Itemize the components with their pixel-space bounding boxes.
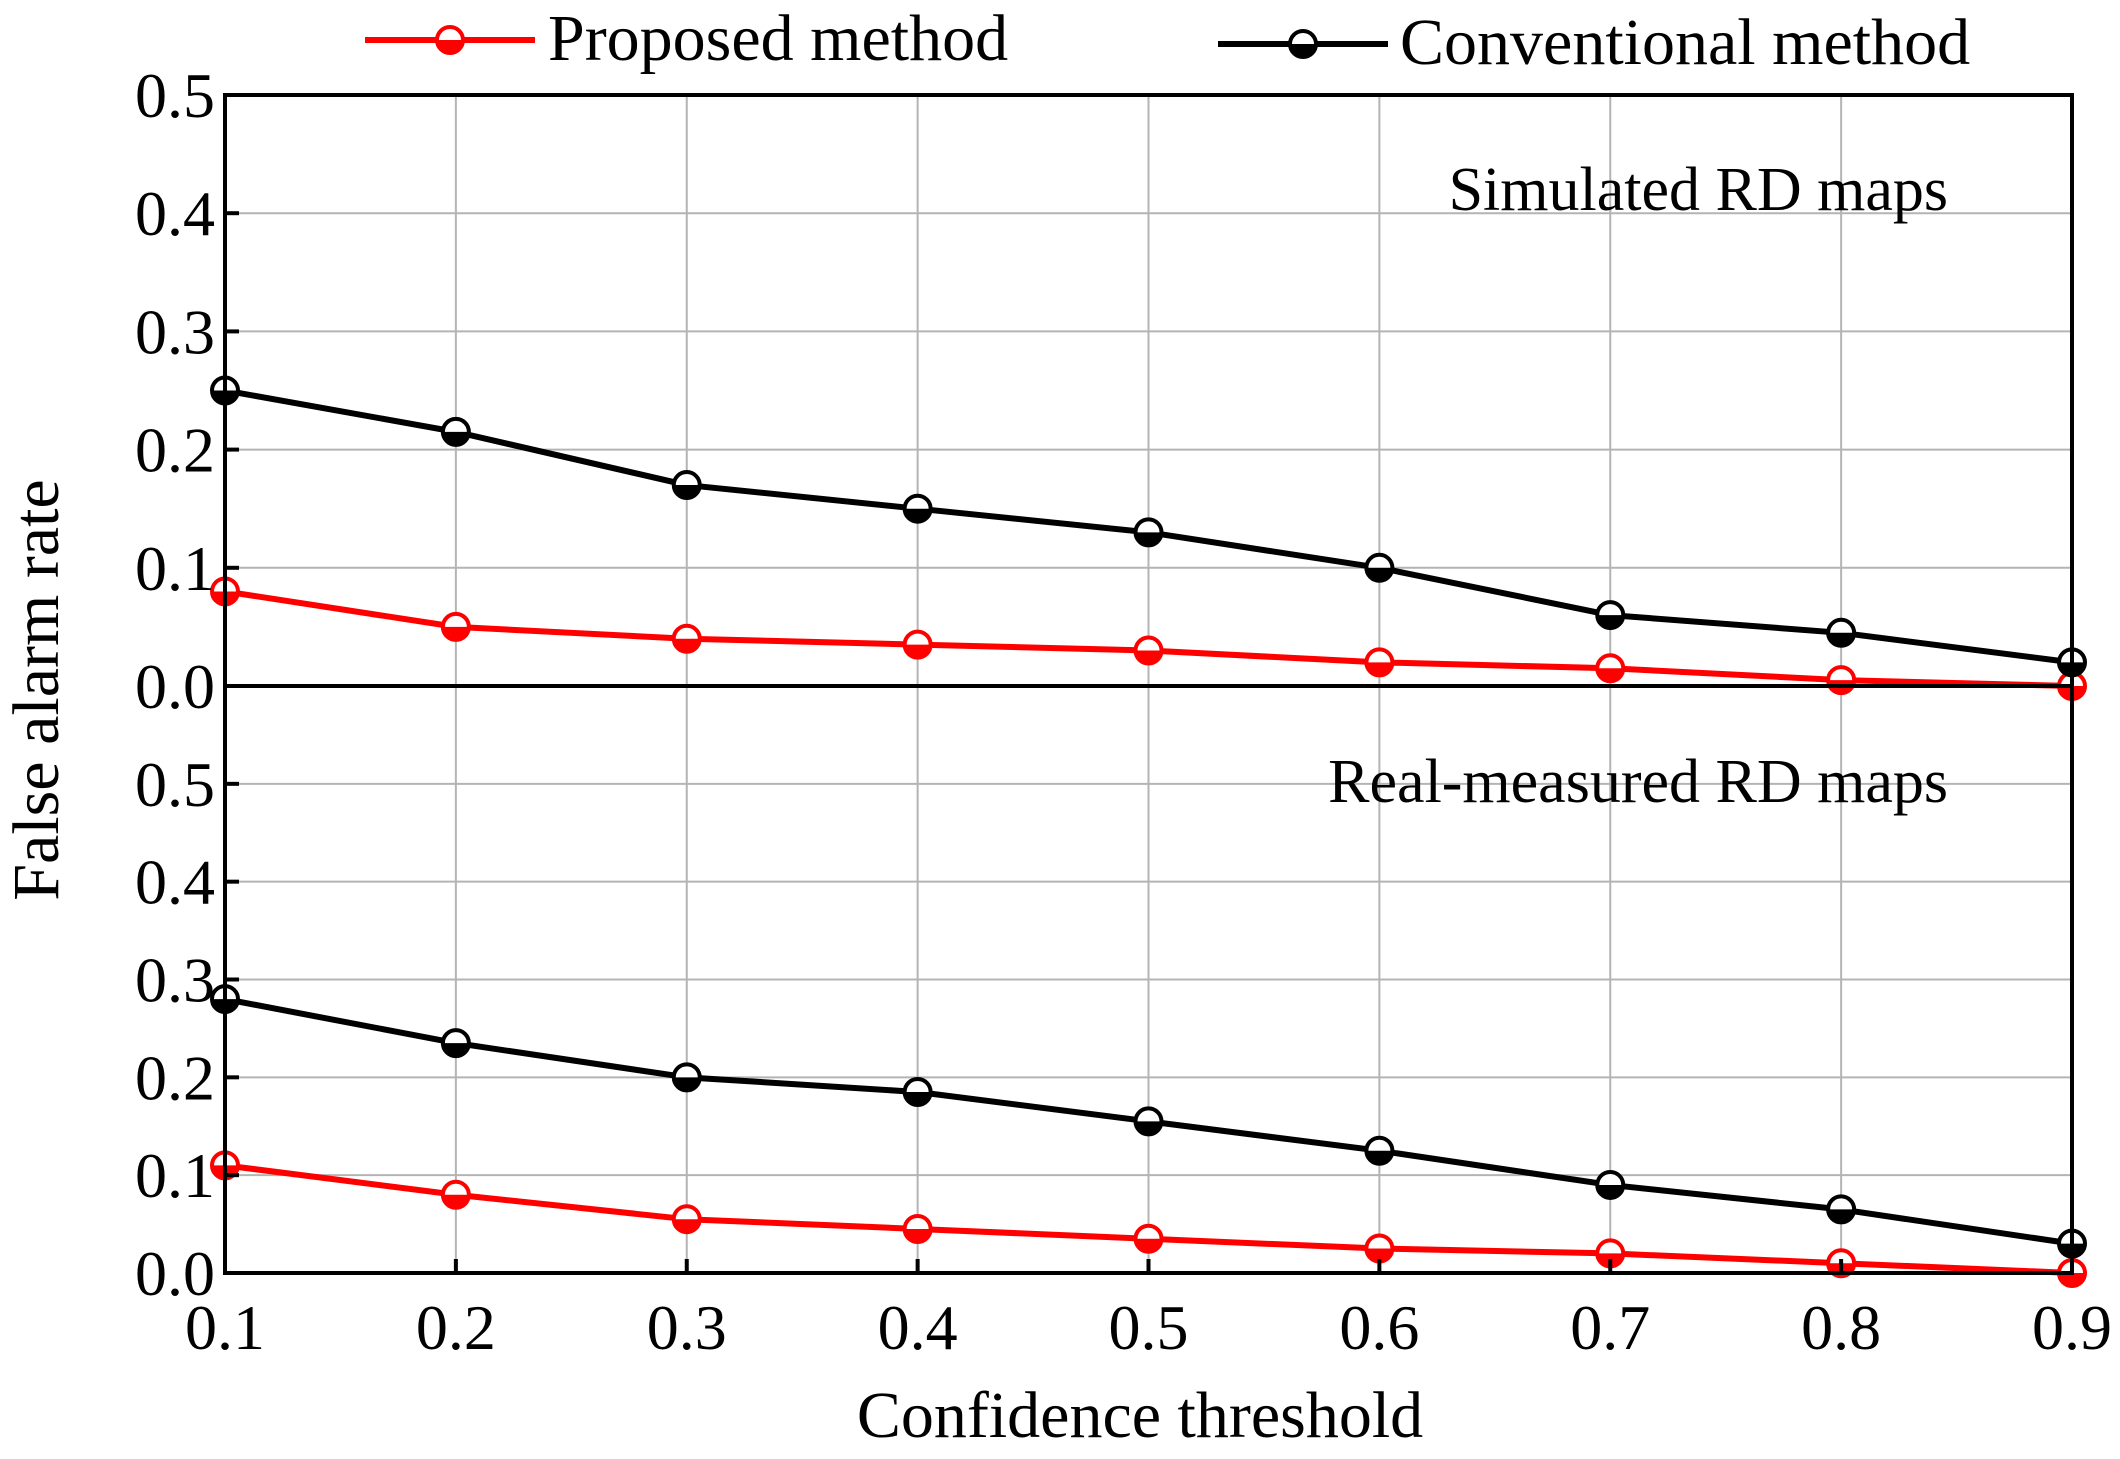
data-point-proposed — [671, 623, 702, 654]
legend-item-conventional: Conventional method — [1218, 6, 1970, 79]
data-point-proposed — [440, 611, 471, 642]
y-tick-label: 0.2 — [135, 415, 215, 486]
legend-proposed-label: Proposed method — [548, 2, 1008, 75]
annotation-simulated: Simulated RD maps — [1449, 156, 1948, 224]
grid — [225, 95, 2072, 1273]
data-point-conventional — [1826, 1194, 1857, 1225]
data-point-conventional — [440, 416, 471, 447]
data-point-conventional — [671, 1062, 702, 1093]
legend-conventional-marker — [1288, 29, 1318, 59]
y-tick-label: 0.5 — [135, 749, 215, 820]
y-tick-label: 0.2 — [135, 1042, 215, 1113]
x-tick-label: 0.1 — [185, 1292, 265, 1363]
data-point-conventional — [1364, 1135, 1395, 1166]
data-point-proposed — [440, 1179, 471, 1210]
x-tick-label: 0.9 — [2032, 1292, 2112, 1363]
x-tick-label: 0.6 — [1339, 1292, 1419, 1363]
data-point-proposed — [902, 1213, 933, 1244]
data-point-conventional — [902, 493, 933, 524]
data-point-conventional — [1826, 617, 1857, 648]
data-point-proposed — [1364, 1233, 1395, 1264]
y-tick-label: 0.0 — [135, 651, 215, 722]
annotation-real-measured: Real-measured RD maps — [1328, 748, 1948, 816]
x-tick-label: 0.8 — [1801, 1292, 1881, 1363]
x-tick-label: 0.3 — [647, 1292, 727, 1363]
data-point-proposed — [1133, 1223, 1164, 1254]
series — [210, 375, 2087, 1288]
data-point-conventional — [1595, 1169, 1626, 1200]
data-point-proposed — [1364, 647, 1395, 678]
data-point-proposed — [671, 1204, 702, 1235]
y-tick-label: 0.5 — [135, 60, 215, 131]
x-tick-label: 0.7 — [1570, 1292, 1650, 1363]
data-point-conventional — [1364, 552, 1395, 583]
data-point-conventional — [1133, 1106, 1164, 1137]
data-point-conventional — [671, 470, 702, 501]
y-tick-label: 0.1 — [135, 1140, 215, 1211]
legend-proposed-marker — [435, 25, 465, 55]
data-point-conventional — [440, 1028, 471, 1059]
data-point-conventional — [1133, 517, 1164, 548]
y-tick-label: 0.0 — [135, 1238, 215, 1309]
legend-conventional-label: Conventional method — [1400, 6, 1970, 79]
x-tick-label: 0.5 — [1109, 1292, 1189, 1363]
axis-ticks: 0.00.10.20.30.40.50.00.10.20.30.40.50.1 0… — [135, 60, 2112, 1363]
y-tick-label: 0.4 — [135, 847, 215, 918]
data-point-proposed — [2057, 1258, 2087, 1288]
y-tick-label: 0.4 — [135, 178, 215, 249]
data-point-proposed — [902, 629, 933, 660]
x-tick-label: 0.2 — [416, 1292, 496, 1363]
legend: Proposed method Conventional method — [365, 2, 1970, 79]
data-point-proposed — [1133, 635, 1164, 666]
y-tick-label: 0.3 — [135, 945, 215, 1016]
legend-item-proposed: Proposed method — [365, 2, 1008, 75]
data-point-proposed — [1595, 653, 1626, 684]
x-tick-label: 0.4 — [878, 1292, 958, 1363]
x-axis-title: Confidence threshold — [857, 1379, 1423, 1452]
y-axis-title: False alarm rate — [0, 479, 73, 900]
y-tick-label: 0.3 — [135, 296, 215, 367]
data-point-proposed — [1826, 665, 1857, 696]
data-point-conventional — [1595, 600, 1626, 631]
y-tick-label: 0.1 — [135, 533, 215, 604]
data-point-conventional — [902, 1077, 933, 1108]
